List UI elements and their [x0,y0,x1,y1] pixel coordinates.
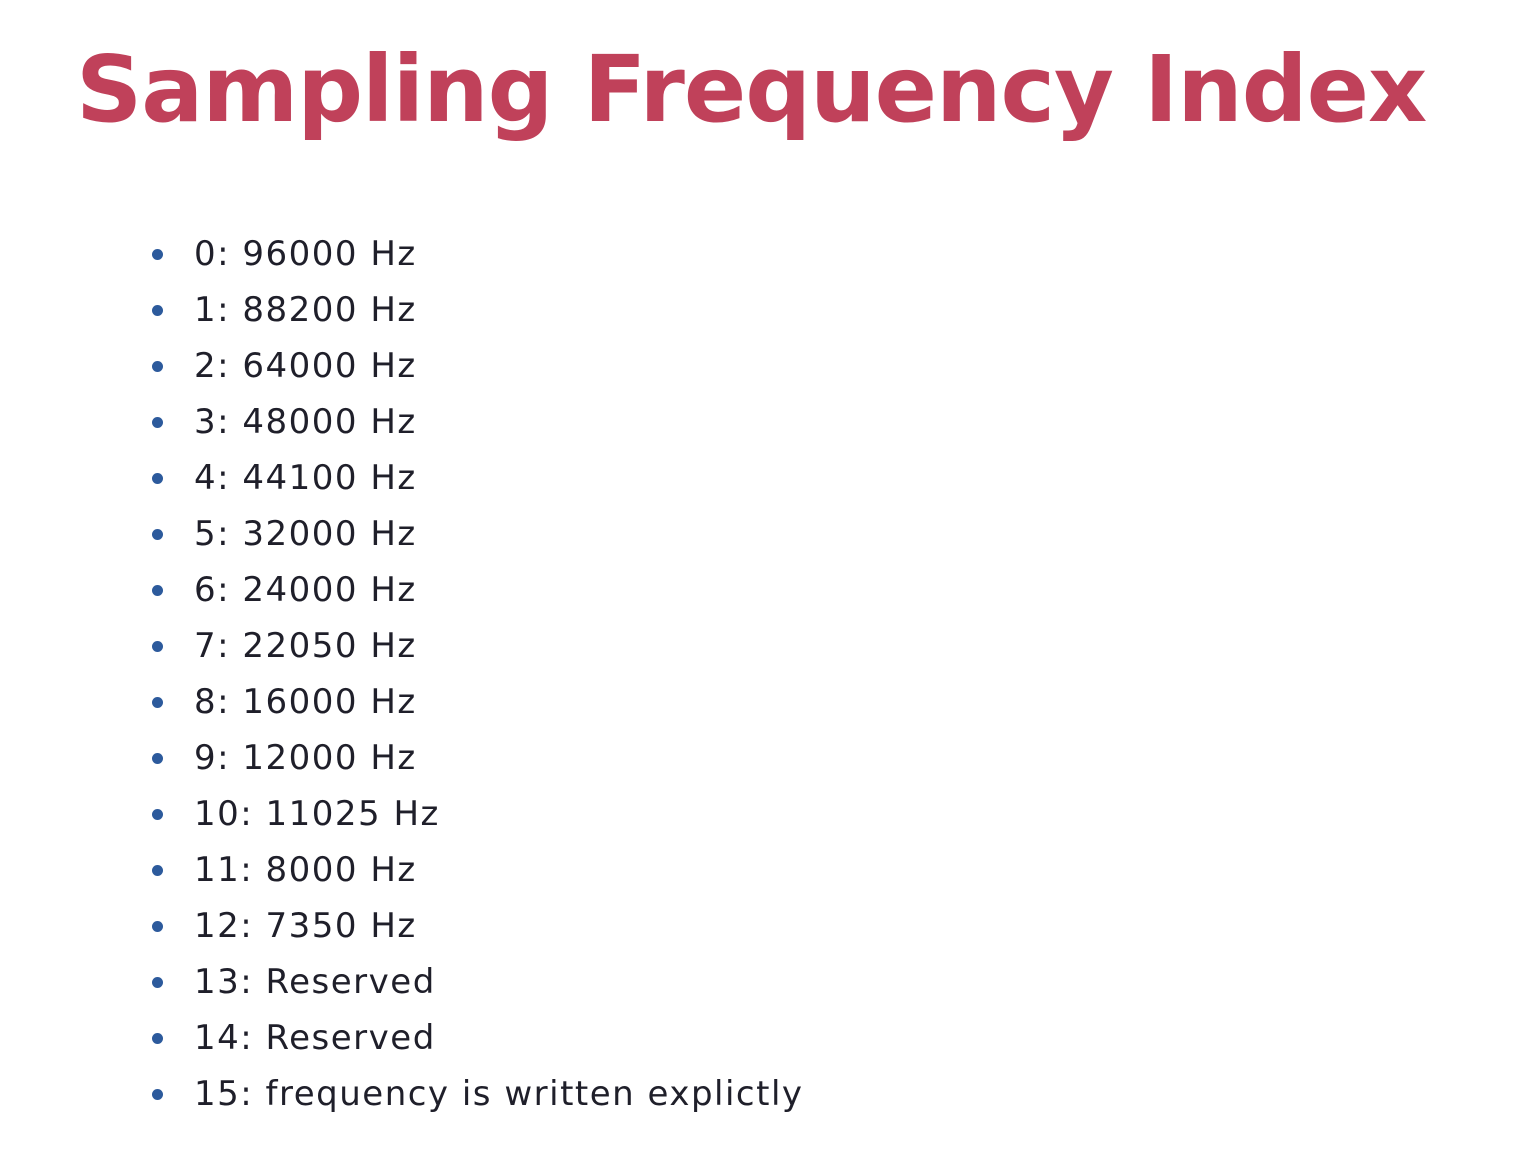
list-item: 1: 88200 Hz [152,282,804,338]
list-item: 9: 12000 Hz [152,730,804,786]
list-item-text: 10: 11025 Hz [194,794,440,834]
bullet-dot-icon [152,472,163,484]
list-item: 14: Reserved [152,1010,804,1066]
bullet-dot-icon [152,752,163,764]
list-item: 11: 8000 Hz [152,842,804,898]
bullet-dot-icon [152,304,163,316]
list-item-text: 8: 16000 Hz [194,682,417,722]
list-item-text: 13: Reserved [194,962,436,1002]
list-item: 6: 24000 Hz [152,562,804,618]
list-item-text: 2: 64000 Hz [194,346,417,386]
bullet-dot-icon [152,864,163,876]
list-item: 5: 32000 Hz [152,506,804,562]
bullet-dot-icon [152,1088,163,1100]
sampling-frequency-list: 0: 96000 Hz 1: 88200 Hz 2: 64000 Hz 3: 4800… [152,226,804,1122]
list-item-text: 1: 88200 Hz [194,290,417,330]
bullet-dot-icon [152,416,163,428]
bullet-dot-icon [152,696,163,708]
list-item-text: 9: 12000 Hz [194,738,417,778]
list-item: 15: frequency is written explictly [152,1066,804,1122]
bullet-dot-icon [152,248,163,260]
list-item-text: 12: 7350 Hz [194,906,417,946]
bullet-dot-icon [152,528,163,540]
list-item: 3: 48000 Hz [152,394,804,450]
list-item: 12: 7350 Hz [152,898,804,954]
list-item-text: 6: 24000 Hz [194,570,417,610]
bullet-dot-icon [152,976,163,988]
list-item: 0: 96000 Hz [152,226,804,282]
list-item-text: 14: Reserved [194,1018,436,1058]
list-item: 10: 11025 Hz [152,786,804,842]
bullet-dot-icon [152,640,163,652]
list-item-text: 0: 96000 Hz [194,234,417,274]
list-item: 7: 22050 Hz [152,618,804,674]
list-item: 4: 44100 Hz [152,450,804,506]
list-item: 2: 64000 Hz [152,338,804,394]
bullet-dot-icon [152,1032,163,1044]
list-item: 13: Reserved [152,954,804,1010]
list-item-text: 5: 32000 Hz [194,514,417,554]
list-item: 8: 16000 Hz [152,674,804,730]
bullet-dot-icon [152,920,163,932]
list-item-text: 4: 44100 Hz [194,458,417,498]
bullet-dot-icon [152,584,163,596]
bullet-dot-icon [152,360,163,372]
list-item-text: 11: 8000 Hz [194,850,417,890]
list-item-text: 7: 22050 Hz [194,626,417,666]
list-item-text: 15: frequency is written explictly [194,1074,804,1114]
list-item-text: 3: 48000 Hz [194,402,417,442]
slide-title: Sampling Frequency Index [76,36,1427,143]
bullet-dot-icon [152,808,163,820]
